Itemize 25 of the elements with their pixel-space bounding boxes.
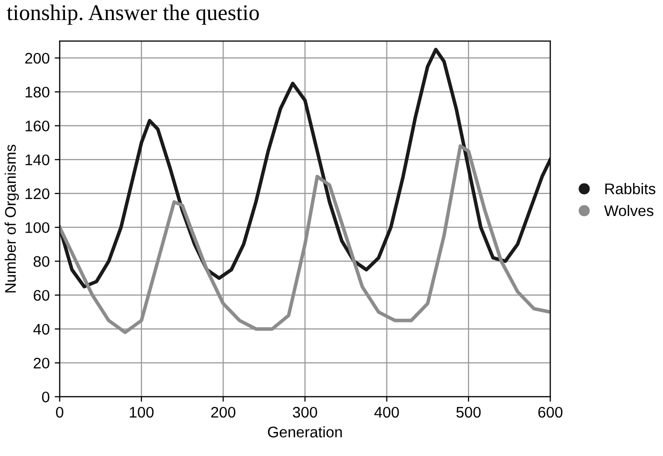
x-axis-title: Generation	[268, 426, 342, 438]
x-tick-label: 300	[292, 406, 318, 418]
y-axis-title: Number of Organisms	[4, 144, 19, 292]
y-tick-label: 140	[26, 154, 50, 166]
y-tick-label: 100	[26, 222, 50, 234]
legend-label: Wolves	[604, 204, 654, 216]
x-tick-label: 100	[130, 406, 154, 418]
x-tick-label: 0	[56, 406, 64, 418]
y-tick-label: 180	[26, 86, 50, 98]
x-tick-label: 500	[456, 406, 481, 418]
y-tick-label: 120	[26, 188, 50, 200]
y-tick-label: 200	[25, 52, 50, 64]
text: tionship. Answer the questio	[6, 4, 259, 25]
y-tick-label: 20	[34, 358, 50, 369]
y-tick-label: 160	[26, 120, 50, 132]
x-tick-label: 400	[374, 406, 399, 418]
legend-label: Rabbits	[605, 183, 656, 194]
line-series	[60, 144, 550, 334]
line-series	[60, 48, 550, 288]
y-tick-label: 40	[33, 324, 50, 335]
x-tick-label: 200	[211, 406, 236, 418]
y-tick-label: 0	[42, 392, 50, 402]
y-tick-label: 80	[34, 256, 50, 267]
y-tick-label: 60	[34, 290, 50, 301]
x-tick-label: 600	[538, 406, 562, 418]
